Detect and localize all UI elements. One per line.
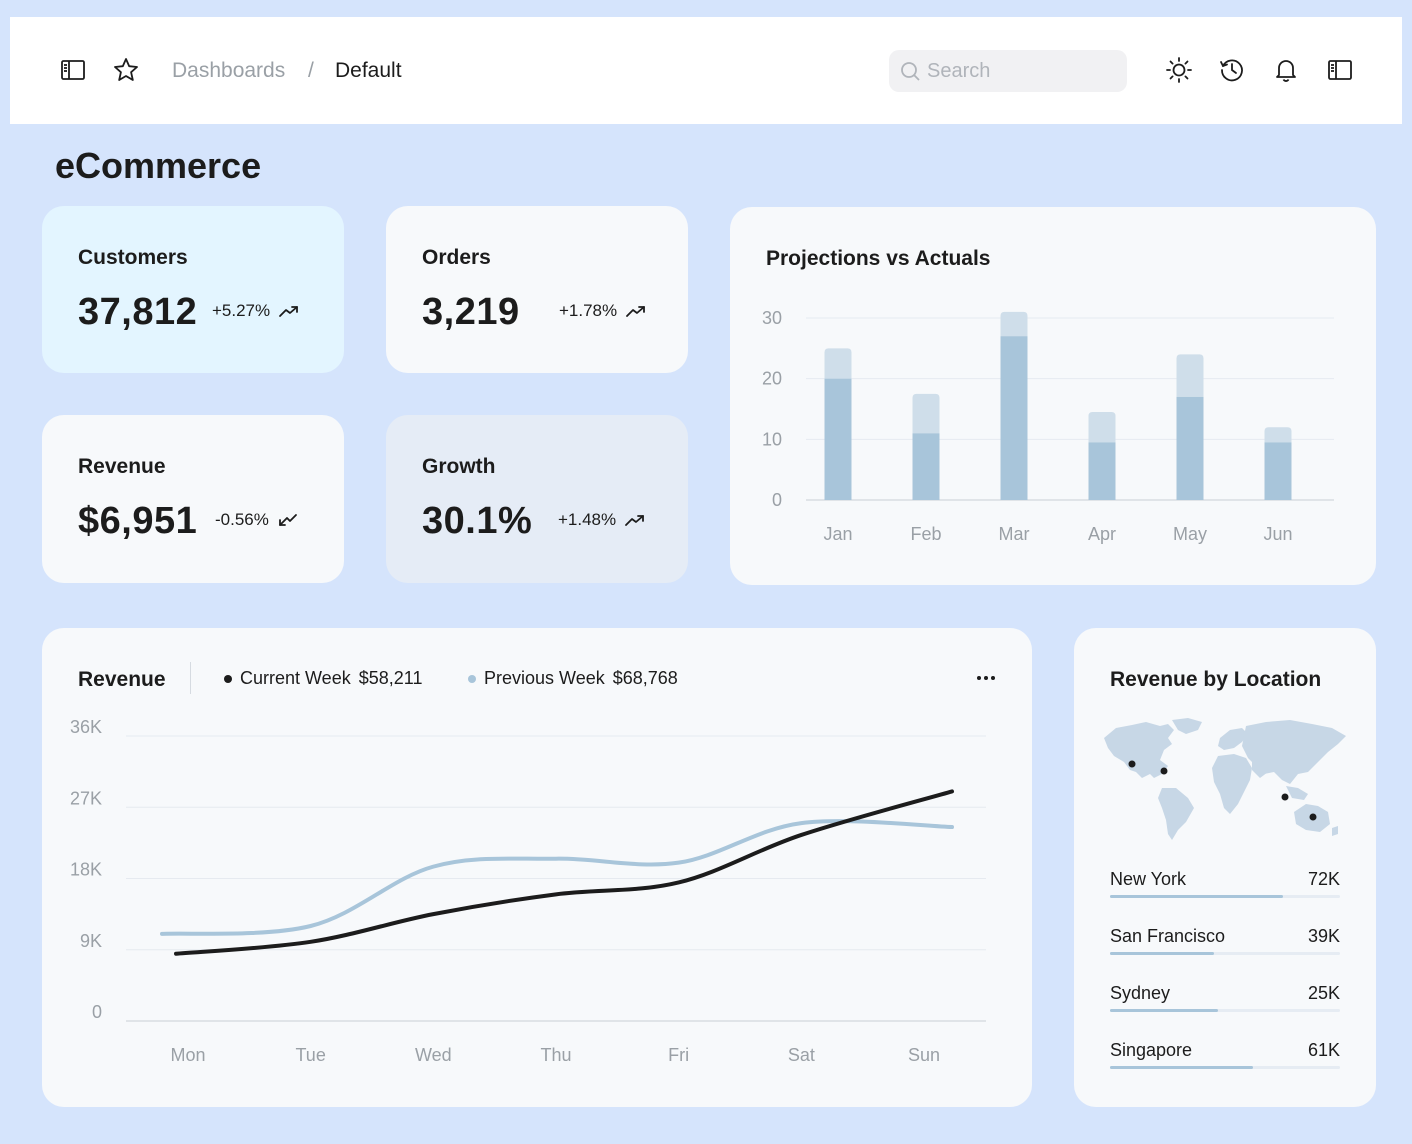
- page-title: eCommerce: [55, 145, 262, 186]
- stat-change-value: +1.78%: [559, 301, 618, 320]
- location-city: New York: [1110, 869, 1187, 889]
- trend-down-icon: [278, 514, 297, 526]
- legend-current-week: Current Week $58,211: [224, 668, 422, 689]
- trend-up-icon: [626, 306, 646, 317]
- star-icon[interactable]: [112, 56, 140, 84]
- stat-label: Growth: [422, 455, 496, 478]
- location-bar-fill: [1110, 1009, 1219, 1012]
- stat-change: +1.48%: [558, 510, 646, 530]
- projections-title: Projections vs Actuals: [766, 247, 991, 270]
- stat-value: $6,951: [78, 500, 198, 542]
- stat-change-value: +5.27%: [212, 301, 271, 320]
- legend-dot: [224, 674, 232, 683]
- location-city: Sydney: [1110, 983, 1171, 1003]
- search-icon: [901, 62, 920, 81]
- location-bar-track: [1110, 952, 1340, 955]
- location-value: 25K: [1307, 983, 1340, 1003]
- stat-change: -0.56%: [215, 510, 299, 530]
- pin-san-francisco: [1128, 760, 1136, 768]
- legend-dot: [468, 674, 476, 683]
- location-value: 61K: [1307, 1040, 1340, 1060]
- location-value: 39K: [1307, 926, 1340, 946]
- search-input[interactable]: [927, 56, 1117, 86]
- stat-value: 30.1%: [422, 500, 533, 542]
- legend-label: Current Week: [240, 668, 351, 688]
- location-bar-track: [1110, 895, 1340, 898]
- pin-sydney: [1309, 813, 1317, 821]
- trend-up-icon: [279, 306, 299, 317]
- location-bar-track: [1110, 1066, 1340, 1069]
- breadcrumb-current[interactable]: Default: [335, 59, 402, 82]
- location-value: 72K: [1307, 869, 1340, 889]
- pin-new-york: [1160, 767, 1168, 775]
- revenue-card: [42, 628, 1032, 1107]
- search-box[interactable]: [889, 50, 1127, 92]
- location-title: Revenue by Location: [1110, 668, 1322, 691]
- stat-card-revenue[interactable]: Revenue $6,951 -0.56%: [42, 415, 344, 583]
- breadcrumb-separator: /: [308, 59, 314, 82]
- location-bar-fill: [1110, 895, 1283, 898]
- stat-card-customers[interactable]: Customers 37,812 +5.27%: [42, 206, 344, 373]
- breadcrumb-dashboards[interactable]: Dashboards: [172, 59, 286, 82]
- stat-change: +1.78%: [559, 301, 647, 321]
- stat-change-value: +1.48%: [558, 510, 617, 529]
- legend-amount: $68,768: [612, 668, 678, 688]
- location-bar-fill: [1110, 1066, 1253, 1069]
- revenue-divider: [190, 662, 191, 694]
- stat-card-orders[interactable]: Orders 3,219 +1.78%: [386, 206, 688, 373]
- legend-label: Previous Week: [484, 668, 605, 688]
- stat-card-growth[interactable]: Growth 30.1% +1.48%: [386, 415, 688, 583]
- panel-right-icon[interactable]: [1326, 56, 1354, 84]
- stat-label: Orders: [422, 246, 491, 269]
- stat-value: 37,812: [78, 291, 198, 333]
- stat-value: 3,219: [422, 291, 520, 333]
- sidebar-toggle-icon[interactable]: [59, 56, 87, 84]
- history-icon[interactable]: [1218, 56, 1246, 84]
- stat-label: Revenue: [78, 455, 166, 478]
- sun-icon[interactable]: [1165, 56, 1193, 84]
- legend-previous-week: Previous Week $68,768: [468, 668, 678, 689]
- bell-icon[interactable]: [1272, 56, 1300, 84]
- location-bar-fill: [1110, 952, 1214, 955]
- pin-singapore: [1281, 793, 1289, 801]
- stat-label: Customers: [78, 246, 188, 269]
- stat-change: +5.27%: [212, 301, 300, 321]
- trend-up-icon: [625, 515, 645, 526]
- legend-amount: $58,211: [358, 668, 423, 688]
- location-city: Singapore: [1110, 1040, 1193, 1060]
- location-bar-track: [1110, 1009, 1340, 1012]
- revenue-title: Revenue: [78, 668, 166, 691]
- world-map: [1104, 718, 1346, 840]
- location-card: [1074, 628, 1376, 1107]
- more-options-icon[interactable]: [972, 666, 1000, 690]
- stat-change-value: -0.56%: [215, 510, 269, 529]
- location-city: San Francisco: [1110, 926, 1226, 946]
